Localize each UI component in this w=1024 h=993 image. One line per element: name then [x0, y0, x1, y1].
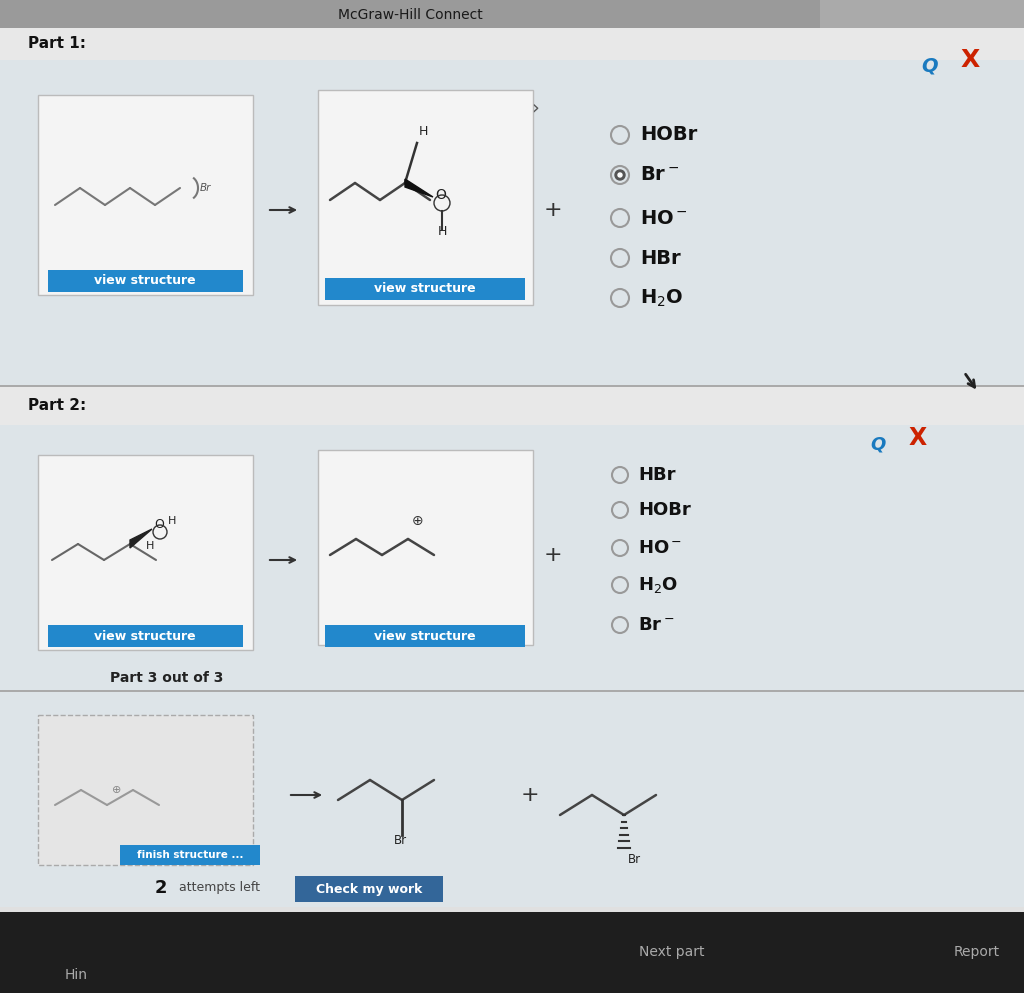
Text: ⊕: ⊕ [112, 785, 122, 795]
Text: +: + [544, 200, 562, 220]
Text: 2: 2 [155, 879, 168, 897]
Text: Br$^-$: Br$^-$ [638, 616, 675, 634]
Text: attempts left: attempts left [175, 882, 260, 895]
FancyBboxPatch shape [0, 692, 1024, 907]
FancyBboxPatch shape [325, 278, 525, 300]
Text: HBr: HBr [640, 248, 681, 267]
Text: ›: › [531, 98, 539, 117]
Text: Q: Q [870, 435, 886, 453]
Text: Part 1:: Part 1: [28, 37, 86, 52]
FancyBboxPatch shape [0, 60, 1024, 385]
FancyBboxPatch shape [38, 95, 253, 295]
Text: Check my work: Check my work [315, 883, 422, 896]
FancyBboxPatch shape [318, 90, 534, 305]
Text: X: X [909, 426, 927, 450]
Text: H: H [168, 516, 176, 526]
Text: Br: Br [628, 853, 641, 866]
Text: +: + [544, 545, 562, 565]
FancyBboxPatch shape [0, 425, 1024, 690]
Text: McGraw-Hill Connect: McGraw-Hill Connect [338, 8, 482, 22]
FancyBboxPatch shape [48, 270, 243, 292]
Text: H: H [146, 541, 155, 551]
FancyBboxPatch shape [820, 0, 1024, 28]
Text: finish structure ...: finish structure ... [137, 850, 244, 860]
FancyBboxPatch shape [120, 845, 260, 865]
FancyBboxPatch shape [38, 715, 253, 865]
Text: Report: Report [954, 945, 1000, 959]
Text: H: H [438, 225, 447, 238]
FancyBboxPatch shape [0, 0, 820, 28]
Text: HO$^-$: HO$^-$ [638, 539, 682, 557]
FancyBboxPatch shape [0, 28, 1024, 60]
Text: Q: Q [922, 57, 938, 75]
Text: Part 3 out of 3: Part 3 out of 3 [110, 671, 223, 685]
Text: H$_2$O: H$_2$O [640, 287, 683, 309]
Text: Hin: Hin [65, 968, 88, 982]
Text: H: H [419, 125, 428, 138]
Text: O: O [435, 188, 445, 202]
FancyBboxPatch shape [0, 912, 1024, 993]
Text: Br$^-$: Br$^-$ [640, 166, 679, 185]
Polygon shape [406, 179, 433, 197]
Text: HOBr: HOBr [638, 501, 691, 519]
FancyBboxPatch shape [0, 385, 1024, 387]
Text: Next part: Next part [639, 945, 705, 959]
FancyBboxPatch shape [0, 387, 1024, 425]
FancyBboxPatch shape [318, 450, 534, 645]
Text: Br: Br [394, 834, 408, 847]
FancyBboxPatch shape [38, 455, 253, 650]
Text: view structure: view structure [374, 630, 476, 642]
Text: +: + [520, 785, 540, 805]
FancyBboxPatch shape [325, 625, 525, 647]
Text: HBr: HBr [638, 466, 676, 484]
Text: ⊕: ⊕ [412, 514, 424, 528]
FancyBboxPatch shape [48, 625, 243, 647]
Text: HOBr: HOBr [640, 125, 697, 145]
FancyBboxPatch shape [0, 907, 1024, 955]
Circle shape [615, 170, 625, 180]
FancyBboxPatch shape [295, 876, 443, 902]
Text: view structure: view structure [374, 282, 476, 296]
Text: X: X [961, 48, 980, 72]
Text: view structure: view structure [94, 630, 196, 642]
Text: HO$^-$: HO$^-$ [640, 209, 688, 227]
Text: view structure: view structure [94, 274, 196, 288]
Text: Part 2:: Part 2: [28, 398, 86, 413]
Text: H$_2$O: H$_2$O [638, 575, 678, 595]
FancyBboxPatch shape [0, 690, 1024, 692]
Text: O: O [154, 518, 164, 531]
Text: Br: Br [200, 183, 211, 193]
Polygon shape [130, 529, 152, 548]
Circle shape [618, 173, 622, 177]
